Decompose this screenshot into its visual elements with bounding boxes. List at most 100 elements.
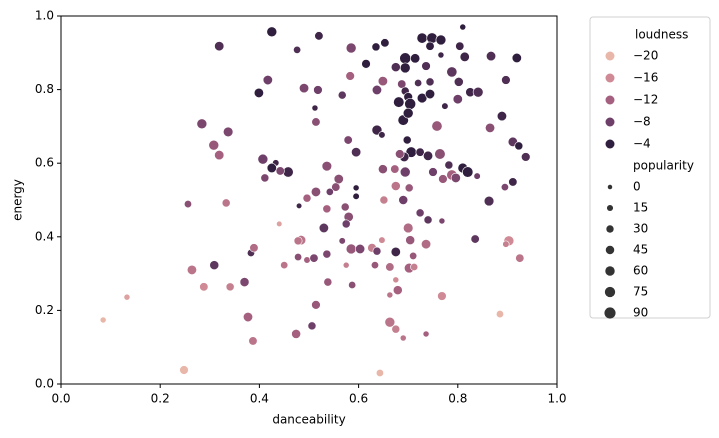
scatter-point bbox=[421, 239, 432, 250]
scatter-point bbox=[416, 32, 428, 44]
scatter-point bbox=[299, 83, 310, 94]
scatter-point bbox=[291, 329, 301, 339]
scatter-point bbox=[390, 246, 401, 257]
legend-size-marker bbox=[604, 286, 616, 298]
scatter-point bbox=[345, 42, 357, 54]
x-tick-label: 0.6 bbox=[349, 392, 368, 406]
scatter-point bbox=[253, 87, 264, 98]
scatter-point bbox=[384, 316, 396, 328]
y-tick-label: 0.6 bbox=[35, 156, 54, 170]
scatter-point bbox=[438, 174, 448, 184]
scatter-point bbox=[485, 122, 496, 133]
scatter-point bbox=[322, 204, 332, 214]
scatter-point bbox=[500, 183, 509, 192]
scatter-point bbox=[266, 26, 278, 38]
scatter-point bbox=[495, 310, 504, 319]
scatter-point bbox=[405, 235, 416, 245]
scatter-point bbox=[459, 23, 467, 31]
scatter-point bbox=[421, 61, 431, 71]
scatter-point bbox=[437, 291, 447, 301]
legend-title: loudness bbox=[635, 28, 688, 42]
y-tick-label: 0.0 bbox=[35, 377, 54, 391]
scatter-point bbox=[309, 253, 319, 263]
scatter-point bbox=[511, 52, 522, 63]
scatter-point bbox=[123, 293, 131, 301]
scatter-point bbox=[392, 285, 403, 296]
scatter-point bbox=[266, 162, 277, 174]
scatter-point bbox=[331, 182, 341, 192]
scatter-point bbox=[426, 32, 438, 44]
scatter-point bbox=[307, 321, 317, 331]
scatter-point bbox=[521, 152, 531, 162]
legend-label: 30 bbox=[633, 222, 648, 236]
scatter-point bbox=[444, 160, 454, 170]
plot-frame bbox=[60, 15, 558, 385]
scatter-point bbox=[473, 172, 481, 180]
scatter-point bbox=[325, 187, 334, 196]
scatter-point bbox=[338, 237, 346, 245]
scatter-point bbox=[242, 311, 254, 323]
scatter-point bbox=[276, 220, 283, 228]
scatter-point bbox=[399, 166, 411, 178]
scatter-point bbox=[399, 334, 407, 342]
scatter-point bbox=[341, 219, 351, 229]
legend-title: popularity bbox=[633, 159, 694, 173]
scatter-point bbox=[340, 202, 350, 212]
scatter-point bbox=[260, 173, 270, 183]
scatter-point bbox=[214, 150, 225, 161]
legend-label: 15 bbox=[633, 201, 648, 215]
scatter-point bbox=[422, 330, 430, 338]
scatter-point bbox=[392, 276, 400, 284]
legend-label: −20 bbox=[633, 49, 658, 63]
scatter-point bbox=[459, 51, 470, 62]
scatter-point bbox=[438, 217, 446, 225]
scatter-point bbox=[302, 193, 312, 203]
scatter-point bbox=[199, 282, 209, 292]
scatter-point bbox=[470, 234, 480, 244]
scatter-point bbox=[221, 198, 231, 208]
legend-label: −8 bbox=[633, 115, 651, 129]
scatter-point bbox=[348, 281, 357, 290]
legend-size-marker bbox=[606, 204, 614, 212]
scatter-point bbox=[390, 181, 401, 191]
scatter-point bbox=[378, 236, 386, 244]
legend-label: 75 bbox=[633, 285, 648, 299]
scatter-point bbox=[404, 183, 414, 193]
legend-size-marker bbox=[606, 225, 614, 233]
scatter-point bbox=[342, 261, 350, 269]
scatter-point bbox=[502, 240, 510, 248]
scatter-point bbox=[446, 66, 458, 78]
x-tick-label: 0.2 bbox=[151, 392, 170, 406]
scatter-point bbox=[239, 277, 250, 287]
scatter-point bbox=[248, 336, 258, 346]
scatter-point bbox=[416, 92, 428, 104]
scatter-point bbox=[310, 186, 321, 197]
scatter-point bbox=[225, 282, 235, 292]
scatter-point bbox=[390, 164, 400, 174]
scatter-point bbox=[386, 291, 394, 299]
scatter-point bbox=[303, 256, 311, 264]
scatter-point bbox=[186, 264, 197, 275]
legend-label: 90 bbox=[633, 306, 648, 320]
scatter-point bbox=[425, 41, 435, 51]
legend-label: −12 bbox=[633, 93, 658, 107]
scatter-point bbox=[508, 177, 518, 187]
scatter-point bbox=[452, 94, 463, 105]
scatter-point bbox=[437, 51, 445, 59]
scatter-point bbox=[313, 85, 323, 95]
scatter-point bbox=[311, 117, 321, 127]
scatter-point bbox=[280, 261, 289, 270]
scatter-point bbox=[435, 34, 447, 46]
scatter-point bbox=[275, 166, 285, 176]
scatter-point bbox=[399, 52, 412, 65]
scatter-point bbox=[379, 195, 389, 205]
scatter-point bbox=[371, 84, 382, 95]
scatter-point bbox=[402, 107, 414, 119]
scatter-point bbox=[455, 41, 465, 51]
scatter-point bbox=[398, 195, 409, 205]
scatter-point bbox=[462, 166, 474, 178]
scatter-point bbox=[262, 75, 273, 86]
y-tick-label: 0.4 bbox=[35, 229, 54, 243]
scatter-point bbox=[397, 79, 407, 89]
